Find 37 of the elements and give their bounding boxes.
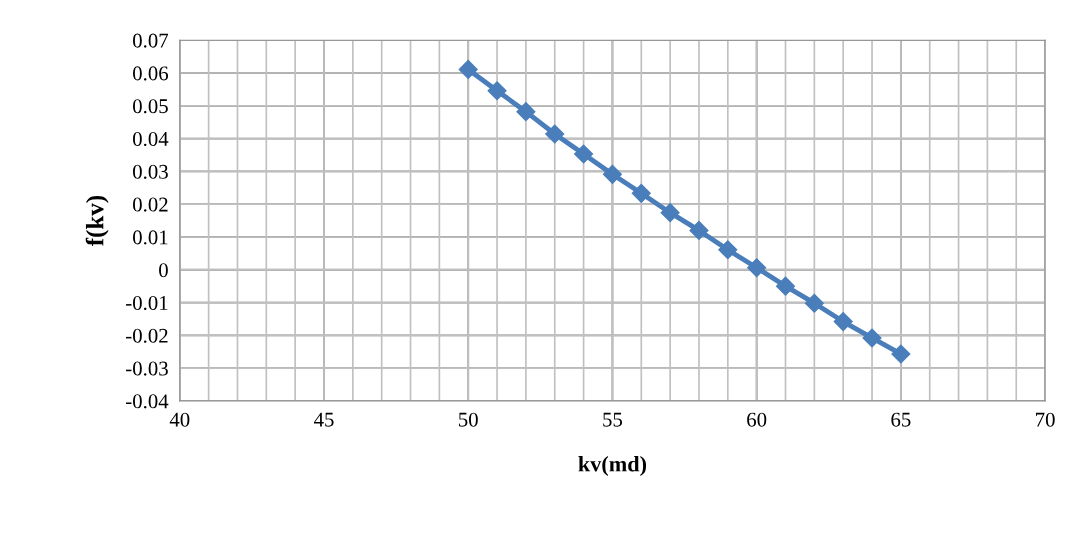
y-axis-title: f(kv) [85, 195, 109, 247]
y-tick-label: 0.04 [133, 131, 169, 147]
point [862, 328, 882, 348]
y-tick-label: -0.01 [126, 295, 168, 311]
point [747, 258, 767, 278]
y-tick-label: 0 [159, 263, 168, 278]
point [458, 59, 478, 79]
point [718, 240, 738, 260]
y-tick-label: 0.06 [133, 66, 169, 81]
point [574, 144, 594, 164]
x-tick-label: 60 [747, 412, 767, 427]
point [631, 183, 651, 203]
y-tick-label: 0.03 [133, 164, 168, 179]
point [775, 276, 796, 296]
x-tick-label: 40 [169, 412, 190, 427]
x-tick-label: 55 [603, 412, 623, 427]
point [804, 293, 824, 313]
x-tick-label: 70 [1036, 412, 1055, 427]
point [689, 220, 709, 240]
point [545, 124, 565, 144]
x-tick-label: 50 [459, 412, 478, 427]
x-axis-title: kv(md) [578, 455, 647, 477]
point [833, 312, 853, 332]
point [891, 344, 911, 364]
point [602, 164, 622, 184]
y-tick-label: -0.03 [126, 361, 168, 376]
y-tick-label: 0.02 [133, 197, 168, 212]
y-tick-label: 0.05 [133, 99, 168, 114]
point [516, 102, 536, 122]
y-tick-label: -0.02 [126, 328, 168, 343]
y-tick-label: 0.01 [133, 230, 168, 245]
point [487, 81, 507, 101]
x-tick-label: 45 [313, 412, 334, 427]
y-tick-label: 0.07 [133, 33, 169, 48]
point [660, 203, 680, 223]
x-tick-label: 65 [891, 412, 911, 427]
y-tick-label: -0.04 [126, 394, 169, 409]
